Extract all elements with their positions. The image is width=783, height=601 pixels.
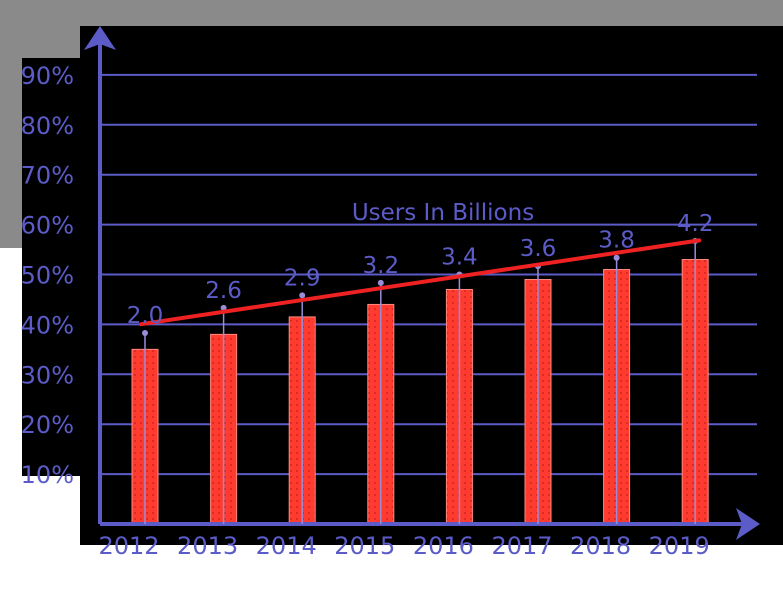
- data-point: [142, 330, 148, 336]
- data-label: 2.0: [127, 303, 164, 329]
- trend-line-path: [139, 238, 702, 327]
- x-tick-label: 2012: [98, 532, 159, 560]
- data-label: 3.2: [363, 253, 400, 279]
- data-label: 4.2: [677, 211, 714, 237]
- x-tick-label: 2019: [649, 532, 710, 560]
- x-tick-label: 2018: [570, 532, 631, 560]
- data-label: 3.8: [598, 228, 635, 254]
- data-point: [299, 292, 306, 299]
- y-tick-label: 70%: [21, 162, 74, 190]
- y-tick-label: 60%: [21, 212, 74, 240]
- y-tick-label: 40%: [21, 311, 74, 339]
- x-tick-label: 2016: [413, 532, 474, 560]
- axes: [84, 26, 760, 540]
- data-point: [220, 304, 227, 311]
- data-point: [377, 279, 384, 286]
- y-tick-label: 50%: [21, 262, 74, 290]
- x-axis-arrow: [736, 508, 760, 540]
- y-tick-label: 90%: [21, 62, 74, 90]
- x-tick-label: 2014: [256, 532, 317, 560]
- y-tick-label: 10%: [21, 461, 74, 489]
- data-point: [613, 254, 620, 261]
- gridlines: [100, 73, 757, 476]
- labels: 10% 20% 30% 40% 50% 60% 70% 80% 90% 2012 2013 2014 2…: [21, 62, 714, 560]
- data-label: 2.6: [205, 278, 242, 304]
- data-label: 3.4: [441, 244, 478, 270]
- y-tick-label: 30%: [21, 361, 74, 389]
- trend-line: [139, 238, 702, 327]
- plot-area: [80, 26, 783, 545]
- y-tick-label: 80%: [21, 112, 74, 140]
- line-stems: [142, 238, 699, 524]
- y-tick-label: 20%: [21, 411, 74, 439]
- series-label: Users In Billions: [352, 200, 534, 226]
- data-label: 2.9: [284, 265, 321, 291]
- x-tick-label: 2017: [491, 532, 552, 560]
- x-tick-label: 2015: [334, 532, 395, 560]
- data-label: 3.6: [520, 236, 557, 262]
- y-axis-arrow: [84, 26, 116, 50]
- x-tick-label: 2013: [177, 532, 238, 560]
- y-axis-label-strip: [22, 58, 82, 476]
